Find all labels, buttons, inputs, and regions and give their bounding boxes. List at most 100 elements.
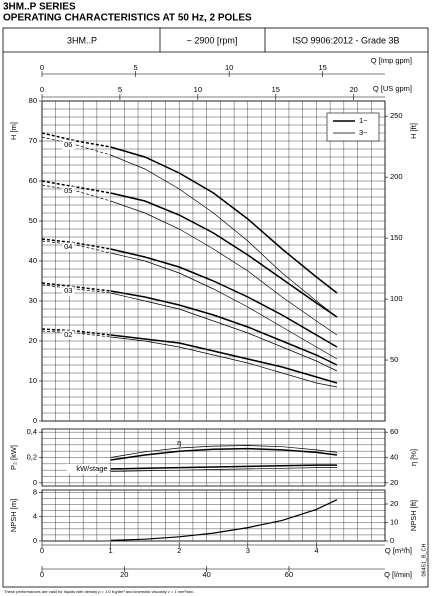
header-cell: ~ 2900 [rpm]: [187, 35, 238, 45]
curve-label: 03: [64, 286, 72, 295]
curve-label-bg: [62, 242, 75, 252]
curve: [41, 136, 111, 156]
subtitle: OPERATING CHARACTERISTICS AT 50 Hz, 2 PO…: [3, 13, 252, 24]
curve: [110, 499, 338, 541]
y2-tick-label: 50: [390, 355, 398, 364]
y2-tick-label: 100: [390, 294, 403, 303]
y-tick-label: 10: [29, 376, 37, 385]
q-tick-label: 0: [40, 85, 44, 94]
q-axis-label: Q [l/min]: [384, 570, 412, 579]
header-cell: 3HM..P: [67, 35, 97, 45]
curve-label-bg: [62, 186, 75, 196]
q-tick-label: 5: [133, 63, 137, 72]
curve: [41, 180, 111, 194]
curve-label-bg: [62, 330, 75, 340]
q-tick-label: 10: [194, 85, 202, 94]
curve: [41, 282, 111, 292]
curve: [110, 292, 338, 372]
q-tick-label: 1: [109, 546, 113, 555]
q-axis-label: Q [Imp gpm]: [371, 56, 412, 65]
curve: [41, 330, 111, 338]
q-tick-label: 20: [350, 85, 358, 94]
q-tick-label: 40: [202, 570, 210, 579]
q-tick-label: 20: [120, 570, 128, 579]
y-axis-label: H [m]: [9, 122, 18, 140]
y-tick-label: 20: [29, 336, 37, 345]
y2-tick-label: 250: [390, 111, 403, 120]
legend-label: 1~: [359, 116, 368, 125]
curve: [110, 146, 338, 294]
curve: [41, 184, 111, 202]
curve: [110, 192, 338, 318]
q-tick-label: 10: [225, 63, 233, 72]
curve-label: 06: [64, 140, 72, 149]
curve: [110, 252, 338, 360]
y2-tick-label: 200: [390, 172, 403, 181]
y-tick-label: 8: [33, 487, 37, 496]
curve: [41, 238, 111, 250]
y2-tick-label: 60: [390, 427, 398, 436]
curve: [41, 132, 111, 148]
q-tick-label: 15: [272, 85, 280, 94]
series-label: kW/stage: [76, 464, 107, 473]
series-label-bg: [66, 463, 109, 474]
curve: [41, 284, 111, 294]
y2-tick-label: 20: [390, 478, 398, 487]
footnote: These performances are valid for liquids…: [4, 589, 194, 594]
y2-axis-label: H [ft]: [409, 123, 418, 139]
plot-frame: [41, 489, 386, 542]
curve: [110, 447, 338, 461]
curve: [110, 445, 338, 458]
curve: [110, 200, 338, 336]
y-tick-label: 80: [29, 96, 37, 105]
legend-box: [326, 112, 380, 142]
q-tick-label: 15: [319, 63, 327, 72]
q-tick-label: 4: [314, 546, 318, 555]
y-tick-label: 0,4: [27, 427, 37, 436]
y-tick-label: 40: [29, 256, 37, 265]
y-tick-label: 60: [29, 176, 37, 185]
q-axis-label: Q [m³/h]: [385, 546, 412, 555]
y-tick-label: 0: [33, 416, 37, 425]
y-tick-label: 0: [33, 536, 37, 545]
q-tick-label: 0: [40, 63, 44, 72]
curve: [110, 464, 337, 470]
title: 3HM..P SERIES: [3, 2, 76, 13]
y-tick-label: 0: [33, 478, 37, 487]
q-tick-label: 5: [118, 85, 122, 94]
outer-frame: [2, 27, 429, 588]
curve-label: 05: [64, 186, 72, 195]
code: 06451_B_CH: [421, 543, 427, 576]
q-tick-label: 2: [177, 546, 181, 555]
y2-tick-label: 40: [390, 452, 398, 461]
curve: [41, 328, 111, 336]
y-tick-label: 4: [33, 512, 37, 521]
y-axis-label: NPSH [m]: [9, 499, 18, 532]
y2-tick-label: 150: [390, 233, 403, 242]
y-axis-label: P₂ [kW]: [9, 445, 18, 470]
curve: [110, 336, 338, 388]
curve-label: 02: [64, 330, 72, 339]
y-tick-label: 70: [29, 136, 37, 145]
y2-axis-label: η [%]: [409, 449, 418, 466]
curve-label-bg: [62, 286, 75, 296]
q-axis-label: Q [US gpm]: [373, 84, 412, 93]
curve-label-bg: [62, 140, 75, 150]
curve-label: 04: [64, 242, 72, 251]
legend-label: 3~: [359, 128, 368, 137]
y2-axis-label: NPSH [ft]: [409, 500, 418, 531]
y2-tick-label: 0: [390, 536, 394, 545]
curve: [110, 154, 338, 318]
series-label: η: [177, 438, 181, 447]
q-tick-label: 60: [285, 570, 293, 579]
curve: [110, 467, 337, 472]
curve: [110, 334, 338, 384]
curve: [110, 248, 338, 348]
y-tick-label: 50: [29, 216, 37, 225]
curve: [41, 240, 111, 254]
q-tick-label: 3: [246, 546, 250, 555]
header-cell: ISO 9906:2012 - Grade 3B: [292, 35, 399, 45]
y-tick-label: 0,2: [27, 452, 37, 461]
q-tick-label: 0: [40, 570, 44, 579]
